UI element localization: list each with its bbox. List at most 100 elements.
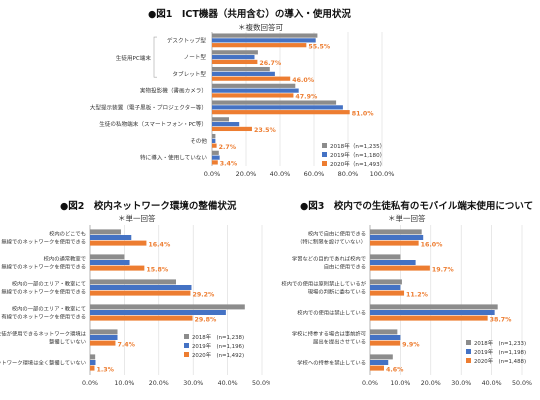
chart2-bar-3-2 [90, 315, 193, 321]
chart3-bar-3-1 [370, 310, 495, 315]
chart1-bar-3-1 [212, 88, 299, 93]
chart3-bar-4-1 [370, 335, 401, 340]
chart1-category-label-5: 生徒の私物端末（スマートフォン・PC等） [99, 120, 207, 128]
chart1-bar-0-2 [212, 43, 307, 48]
chart1-legend-label-1: 2019年（n=1,180） [330, 151, 385, 159]
chart1-category-label-4: 大型提示装置（電子黒板・プロジェクター等） [90, 103, 207, 111]
chart2-legend-label-2: 2020年 (n=1,492) [192, 351, 244, 359]
chart1: 0.0% 20.0% 40.0% 60.0% 80.0% 100.0% 55.5% デスクトッ… [90, 32, 395, 178]
chart2-bar-4-2 [90, 340, 116, 346]
chart3-bar-1-2 [370, 265, 430, 271]
chart1-value-label-2: 46.0% [292, 77, 315, 84]
chart3-bar-0-0 [370, 229, 422, 235]
chart2-category-label-0: 無線でのネットワークを使用できる [1, 237, 86, 245]
chart3-bar-2-2 [370, 290, 405, 296]
chart2-category-label-3: 有線でのネットワークを使用できる [1, 312, 86, 320]
chart2-tick-label: 30.0% [183, 380, 203, 387]
chart3-value-label-4: 9.9% [402, 342, 420, 349]
chart3-tick-label: 30.0% [451, 380, 471, 387]
chart3-category-label-3: 校内での使用は禁止している [297, 308, 366, 316]
chart2-legend-label-0: 2018年 (n=1,238) [192, 333, 244, 341]
chart2-tick-label: 20.0% [149, 380, 169, 387]
chart3-bar-2-1 [370, 285, 401, 290]
chart1-bar-1-2 [212, 59, 258, 65]
chart2-bar-5-0 [90, 354, 96, 360]
chart1-bar-6-1 [212, 138, 216, 143]
chart1-bar-6-2 [212, 143, 217, 148]
chart2-bar-5-1 [90, 360, 96, 365]
chart1-legend-label-0: 2018年（n=1,235） [330, 142, 385, 150]
chart3-category-label-5: 学校への持参を禁止している [297, 358, 366, 366]
chart3: 0.0% 10.0% 20.0% 30.0% 40.0% 50.0% 16.0% 校内で自由に… [281, 225, 532, 387]
chart3-bar-4-2 [370, 340, 401, 346]
chart2-category-label-0: 校内のどこでも [49, 229, 86, 237]
chart1-bar-3-2 [212, 93, 294, 98]
chart3-bar-0-1 [370, 235, 424, 240]
chart1-tick-label: 40.0% [270, 170, 291, 178]
chart3-value-label-2: 11.2% [406, 292, 429, 299]
chart1-tick-label: 100.0% [370, 170, 395, 178]
chart2-value-label-1: 15.8% [146, 267, 169, 274]
chart3-category-label-1: 学習などの目的であれば校内で [292, 254, 366, 262]
chart3-title: ●図3 校内での生徒私有のモバイル端末使用について [300, 201, 534, 212]
chart3-value-label-3: 38.7% [490, 317, 513, 324]
chart2-category-label-4: 整備していない [49, 337, 86, 345]
chart2-bar-3-0 [90, 304, 245, 310]
chart1-bar-4-0 [212, 100, 337, 105]
chart3-category-label-4: 学校に持参する場合は事前許可 [292, 329, 367, 337]
chart1-category-label-3: 実物投影機（書画カメラ） [140, 87, 207, 95]
chart1-tick-label: 80.0% [338, 170, 359, 178]
chart2-legend-swatch-2 [184, 352, 189, 357]
chart1-value-label-0: 55.5% [308, 43, 331, 50]
chart2-bar-1-1 [90, 260, 130, 265]
chart1-category-label-0: デスクトップ型 [167, 36, 207, 44]
chart2-bar-1-0 [90, 254, 125, 260]
chart3-bar-1-1 [370, 260, 416, 265]
chart3-value-label-0: 16.0% [421, 242, 444, 249]
chart2-category-label-1: 無線でのネットワークを使用できる [1, 262, 86, 270]
chart1-bar-4-2 [212, 110, 350, 115]
chart2-bar-0-0 [90, 229, 121, 235]
chart3-legend-swatch-2 [466, 358, 471, 363]
chart1-bar-5-0 [212, 117, 229, 122]
chart1-subtitle: ＊複数回答可 [238, 23, 283, 32]
chart3-bar-1-0 [370, 254, 401, 260]
chart2-tick-label: 10.0% [114, 380, 134, 387]
chart3-bar-3-0 [370, 304, 498, 310]
chart3-bar-5-2 [370, 365, 384, 371]
chart3-tick-label: 20.0% [421, 380, 441, 387]
chart1-legend-swatch-1 [322, 152, 327, 157]
chart1-legend-label-2: 2020年（n=1,493） [330, 160, 385, 168]
chart1-tick-label: 20.0% [236, 170, 257, 178]
chart3-category-label-4: 届出を提出させている [313, 337, 366, 345]
chart1-group-label: 生徒用PC端末 [116, 54, 152, 62]
chart2-category-label-1: 校内の通常教室で [44, 254, 86, 262]
chart3-bar-4-0 [370, 329, 398, 335]
chart2-subtitle: ＊単一回答 [118, 214, 156, 223]
chart2-legend-swatch-0 [184, 334, 189, 339]
chart3-tick-label: 0.0% [362, 380, 378, 387]
chart2-bar-3-1 [90, 310, 226, 315]
chart3-tick-label: 10.0% [390, 380, 410, 387]
chart2-bar-5-2 [90, 365, 95, 371]
chart1-bar-3-0 [212, 83, 296, 88]
chart2-value-label-2: 29.2% [192, 292, 215, 299]
chart2-bar-0-2 [90, 240, 147, 246]
chart1-bar-1-1 [212, 55, 255, 60]
chart1-bar-6-0 [212, 133, 216, 139]
chart3-category-label-2: 現場の判断に委ねている [308, 287, 366, 295]
chart1-title: ●図1 ICT機器（共用含む）の導入・使用状況 [148, 9, 351, 20]
chart2-value-label-4: 7.4% [117, 342, 135, 349]
chart1-group-bracket [153, 36, 157, 78]
chart3-bar-5-0 [370, 354, 393, 360]
chart1-value-label-5: 23.5% [254, 127, 277, 134]
chart2: 0.0% 10.0% 20.0% 30.0% 40.0% 50.0% 16.4% 校内のどこで… [0, 225, 270, 387]
chart1-category-label-6: その他 [190, 137, 207, 145]
chart2-legend-swatch-1 [184, 343, 189, 348]
chart1-bar-1-0 [212, 50, 258, 55]
chart2-value-label-0: 16.4% [148, 242, 171, 249]
chart3-category-label-0: 校内で自由に使用できる [308, 229, 366, 237]
chart3-subtitle: ＊単一回答 [388, 214, 426, 223]
chart1-bar-4-1 [212, 105, 343, 110]
chart2-bar-4-1 [90, 335, 118, 340]
